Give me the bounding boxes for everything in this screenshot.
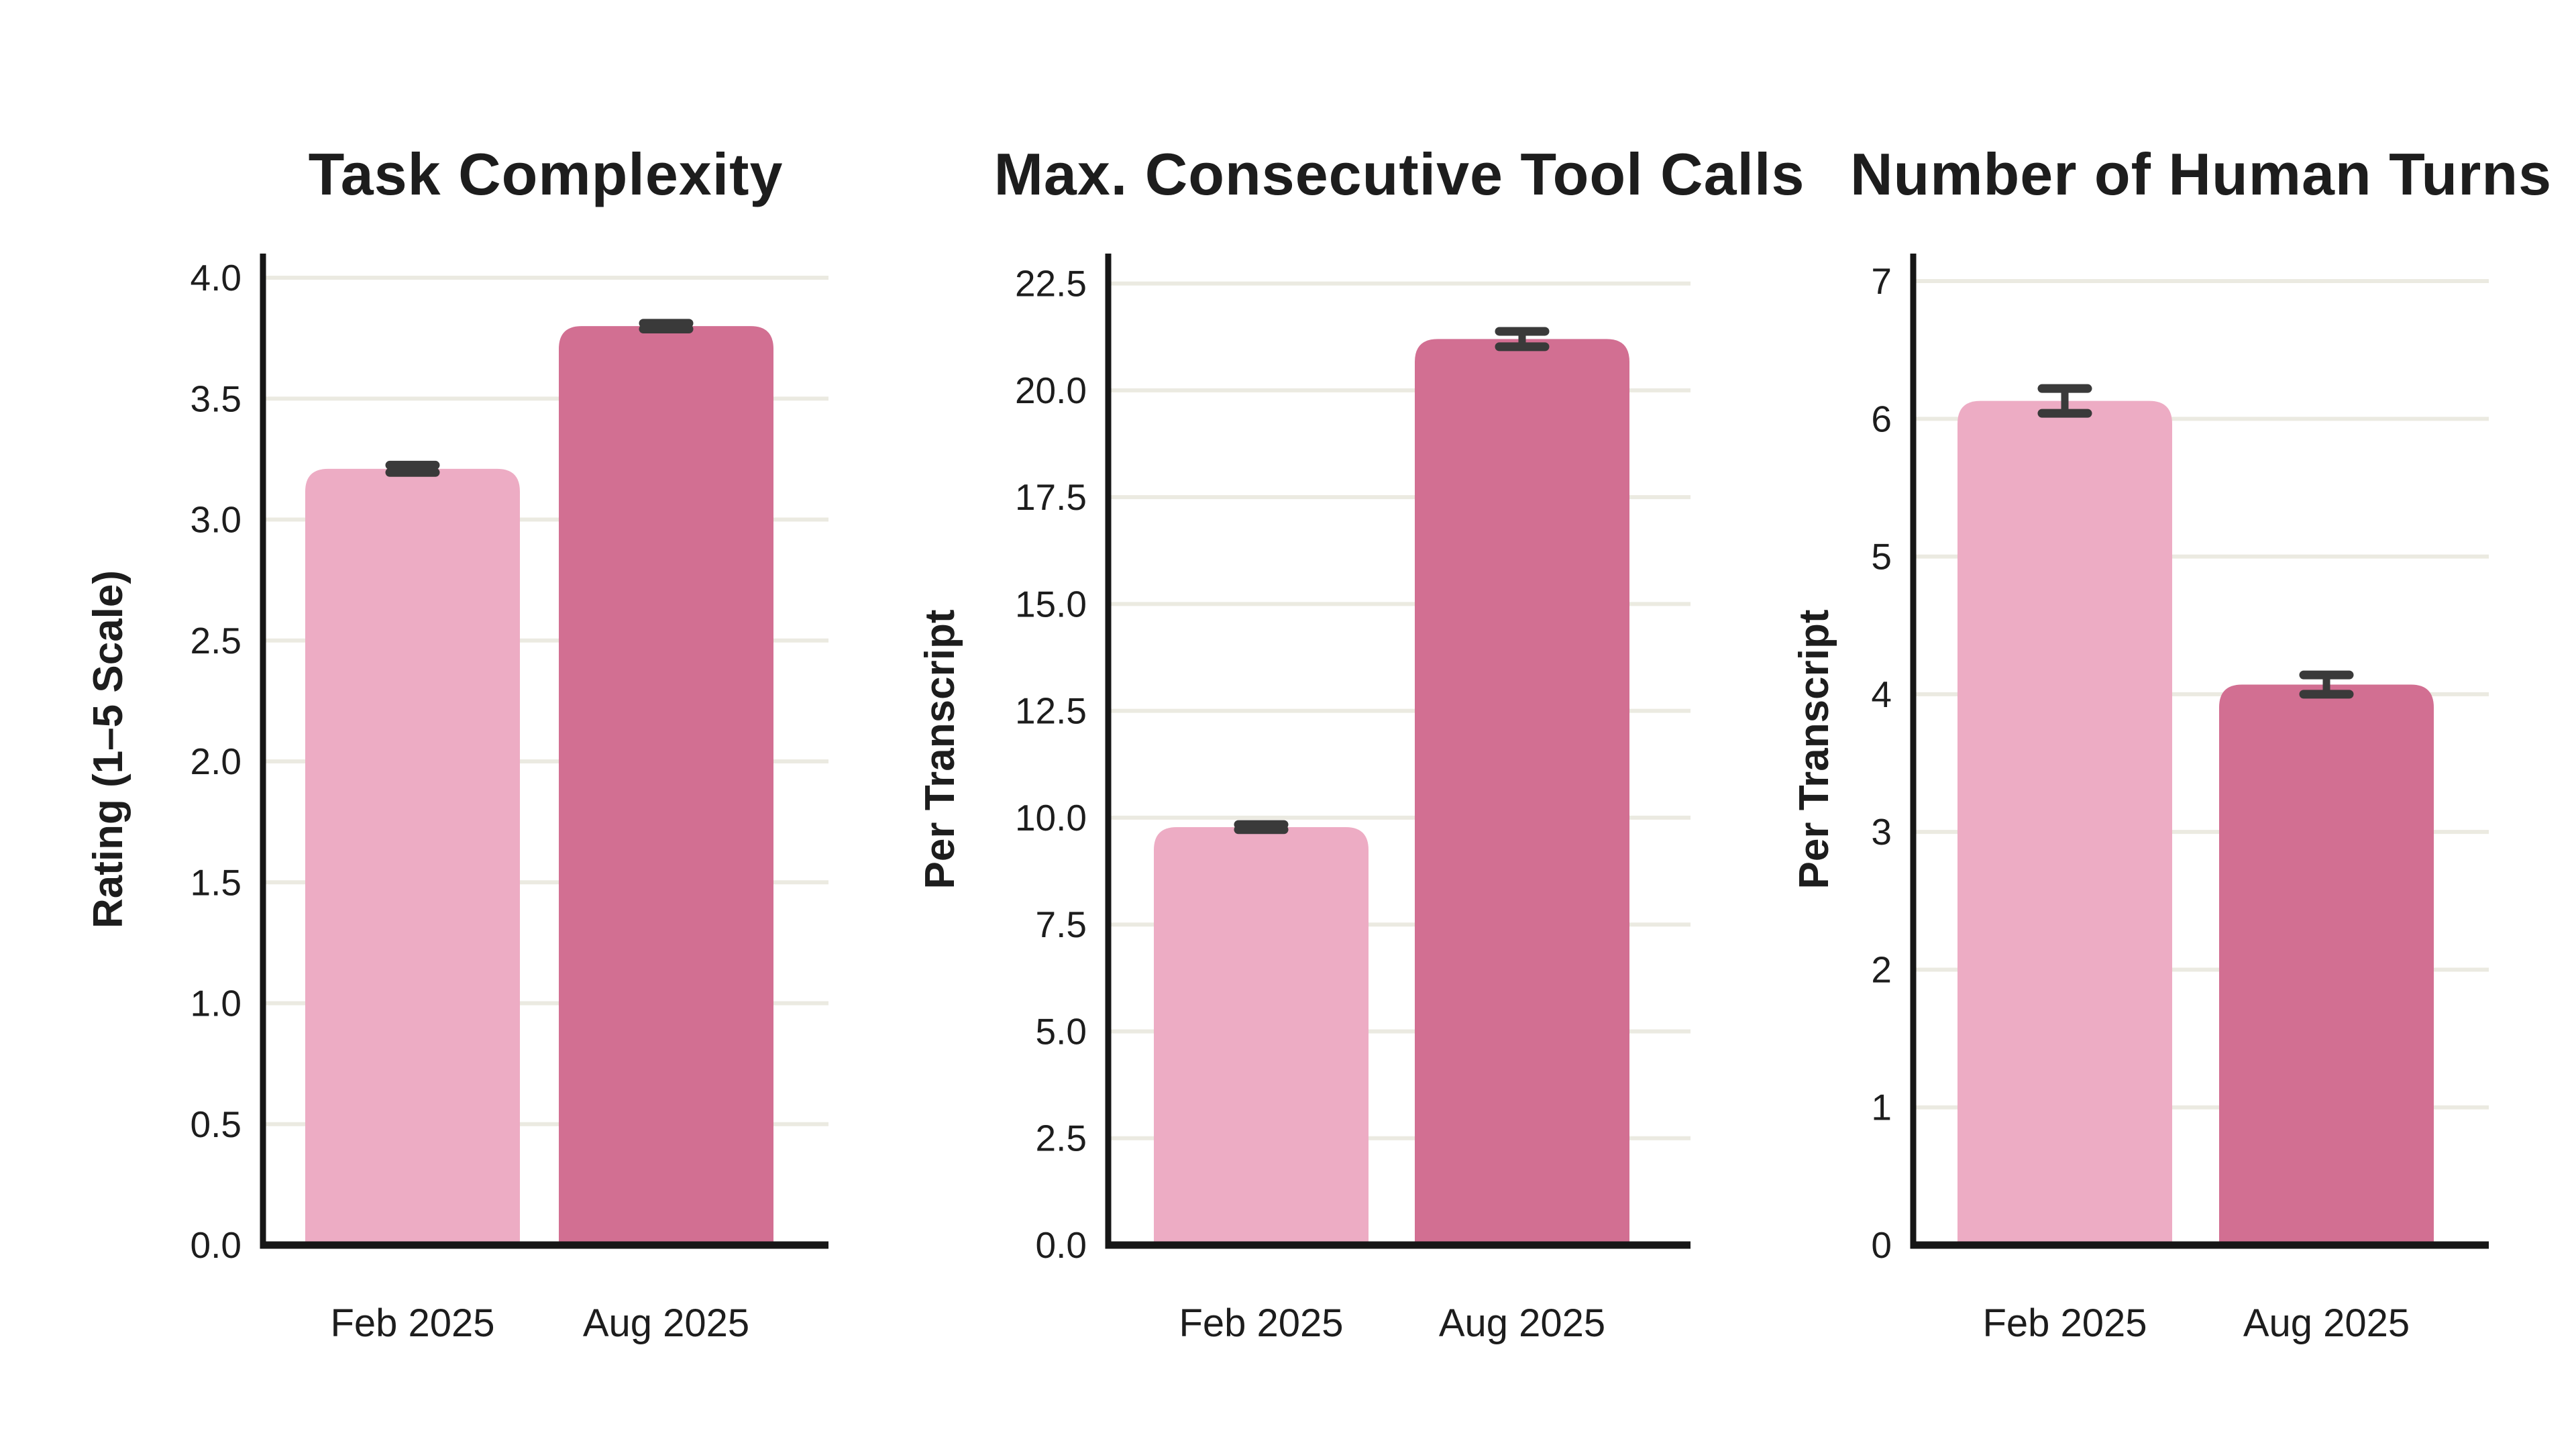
x-tick-label-feb-2025: Feb 2025	[1982, 1301, 2147, 1345]
y-tick-label: 12.5	[1015, 690, 1087, 732]
y-tick-label: 0.5	[191, 1104, 241, 1145]
axes-spines	[260, 254, 828, 1249]
chart-max-consecutive-tool-calls: Max. Consecutive Tool Calls Per Transcrip…	[917, 141, 1805, 1345]
y-tick-label: 20.0	[1015, 370, 1087, 411]
y-tick-label: 10.0	[1015, 797, 1087, 839]
y-tick-label: 17.5	[1015, 476, 1087, 518]
y-tick-label: 5	[1871, 536, 1892, 578]
bar-aug-2025	[2219, 684, 2434, 1245]
x-tick-label-aug-2025: Aug 2025	[2243, 1301, 2410, 1345]
chart-task-complexity: Task Complexity Rating (1–5 Scale) 0.0 0.5 1…	[85, 141, 828, 1345]
y-axis-label: Per Transcript	[1791, 610, 1837, 890]
y-tick-label: 3	[1871, 811, 1892, 853]
y-tick-label: 1.5	[191, 861, 241, 903]
error-bar-aug-2025	[1495, 327, 1550, 352]
y-tick-label: 1	[1871, 1087, 1892, 1128]
chart-title: Max. Consecutive Tool Calls	[994, 141, 1805, 207]
y-tick-label: 2.5	[191, 620, 241, 661]
error-bar-feb-2025	[1234, 820, 1289, 835]
y-tick-label: 2.5	[1036, 1118, 1087, 1159]
y-tick-label: 5.0	[1036, 1010, 1087, 1052]
x-tick-label-feb-2025: Feb 2025	[1179, 1301, 1343, 1345]
bar-feb-2025	[1957, 400, 2172, 1245]
x-tick-label-aug-2025: Aug 2025	[583, 1301, 749, 1345]
y-tick-label: 15.0	[1015, 583, 1087, 625]
y-tick-label: 4.0	[191, 257, 241, 299]
y-tick-label: 1.0	[191, 983, 241, 1024]
chart-title: Task Complexity	[309, 141, 784, 207]
bar-feb-2025	[1154, 826, 1368, 1245]
bar-aug-2025	[559, 326, 773, 1245]
y-tick-label: 2	[1871, 949, 1892, 990]
chart-title: Number of Human Turns	[1850, 141, 2552, 207]
bar-aug-2025	[1415, 339, 1629, 1245]
x-tick-label-aug-2025: Aug 2025	[1439, 1301, 1605, 1345]
y-tick-label: 2.0	[191, 741, 241, 782]
y-tick-label: 0.0	[191, 1224, 241, 1266]
y-tick-label: 3.0	[191, 499, 241, 541]
bar-feb-2025	[305, 468, 520, 1245]
error-bar-feb-2025	[2037, 384, 2092, 418]
error-bar-aug-2025	[2299, 670, 2354, 699]
y-tick-label: 7	[1871, 260, 1892, 302]
y-tick-label: 3.5	[191, 378, 241, 419]
error-bar-feb-2025	[385, 460, 440, 477]
y-tick-label: 4	[1871, 674, 1892, 715]
axes-spines	[1105, 254, 1690, 1249]
chart-number-of-human-turns: Number of Human Turns Per Transcript 0 1 2 3 4…	[1791, 141, 2552, 1345]
y-axis-label: Per Transcript	[917, 610, 963, 890]
y-tick-label: 6	[1871, 398, 1892, 439]
y-tick-label: 22.5	[1015, 263, 1087, 305]
error-bar-aug-2025	[639, 319, 694, 333]
x-tick-label-feb-2025: Feb 2025	[330, 1301, 494, 1345]
y-tick-label: 0.0	[1036, 1224, 1087, 1266]
y-tick-label: 7.5	[1036, 904, 1087, 945]
y-tick-label: 0	[1871, 1224, 1892, 1266]
y-axis-label: Rating (1–5 Scale)	[85, 570, 131, 928]
axes-spines	[1910, 254, 2489, 1249]
